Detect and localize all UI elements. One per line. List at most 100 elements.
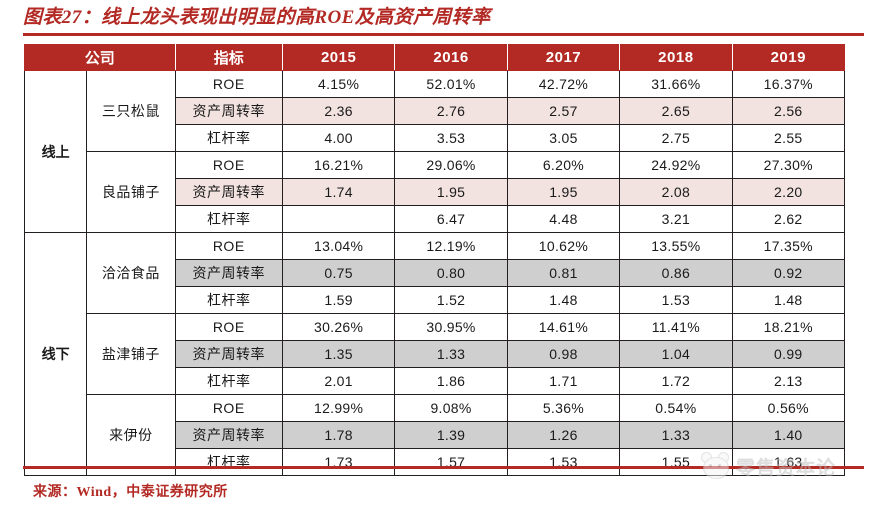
cell-value: 0.86 bbox=[619, 259, 733, 287]
cell-value: 1.86 bbox=[394, 367, 508, 395]
table-row: 资产周转率 1.35 1.33 0.98 1.04 0.99 bbox=[25, 340, 846, 368]
table-body: 线上 三只松鼠 ROE 4.15% 52.01% 42.72% 31.66% 16.37% 资产… bbox=[23, 70, 846, 476]
cell-value: 1.39 bbox=[394, 421, 508, 449]
cell-value: 9.08% bbox=[394, 394, 508, 422]
cell-value: 2.75 bbox=[619, 124, 733, 152]
financial-table-container: 公司 指标 2015 2016 2017 2018 2019 线上 三只松鼠 ROE… bbox=[23, 44, 846, 476]
cell-value: 30.26% bbox=[281, 313, 396, 341]
cell-value: 2.76 bbox=[394, 97, 508, 125]
page-title: 图表27：线上龙头表现出明显的高ROE及高资产周转率 bbox=[23, 7, 491, 28]
company-name: 良品铺子 bbox=[86, 151, 176, 233]
metric-label: ROE bbox=[174, 151, 283, 179]
financial-table: 公司 指标 2015 2016 2017 2018 2019 线上 三只松鼠 ROE… bbox=[23, 44, 846, 476]
cell-value: 1.35 bbox=[281, 340, 396, 368]
metric-label: ROE bbox=[174, 232, 283, 260]
cell-value: 13.04% bbox=[281, 232, 396, 260]
cell-value: 1.55 bbox=[619, 448, 733, 476]
cell-value: 4.48 bbox=[506, 205, 621, 233]
cell-value: 1.33 bbox=[619, 421, 733, 449]
cell-value: 2.13 bbox=[731, 367, 846, 395]
cell-value: 1.73 bbox=[281, 448, 396, 476]
cell-value: 1.71 bbox=[506, 367, 621, 395]
cell-value: 17.35% bbox=[731, 232, 846, 260]
metric-label: 资产周转率 bbox=[174, 97, 283, 125]
group-label-offline: 线下 bbox=[23, 232, 88, 476]
cell-value: 0.99 bbox=[731, 340, 846, 368]
cell-value: 6.47 bbox=[394, 205, 508, 233]
cell-value: 2.01 bbox=[281, 367, 396, 395]
cell-value: 30.95% bbox=[394, 313, 508, 341]
cell-value: 2.20 bbox=[731, 178, 846, 206]
table-row: 线下 洽洽食品 ROE 13.04% 12.19% 10.62% 13.55% 17.35% bbox=[23, 232, 846, 476]
cell-value: 1.95 bbox=[394, 178, 508, 206]
cell-value: 24.92% bbox=[619, 151, 733, 179]
table-row: 杠杆率 1.59 1.52 1.48 1.53 1.48 bbox=[25, 286, 846, 314]
table-row: 盐津铺子 ROE 30.26% 30.95% 14.61% 11.41% 18.21% bbox=[25, 313, 846, 395]
cell-value: 13.55% bbox=[619, 232, 733, 260]
metric-label: ROE bbox=[174, 394, 283, 422]
metric-label: ROE bbox=[174, 70, 283, 98]
cell-value: 11.41% bbox=[619, 313, 733, 341]
table-row: 资产周转率 1.74 1.95 1.95 2.08 2.20 bbox=[25, 178, 846, 206]
cell-value: 1.48 bbox=[506, 286, 621, 314]
cell-value: 1.04 bbox=[619, 340, 733, 368]
cell-value: 1.26 bbox=[506, 421, 621, 449]
cell-value: 29.06% bbox=[394, 151, 508, 179]
cell-value: 4.00 bbox=[281, 124, 396, 152]
group-label-online: 线上 bbox=[23, 70, 88, 233]
cell-value: 2.08 bbox=[619, 178, 733, 206]
cell-value: 12.19% bbox=[394, 232, 508, 260]
cell-value: 0.54% bbox=[619, 394, 733, 422]
cell-value: 3.53 bbox=[394, 124, 508, 152]
company-name: 洽洽食品 bbox=[86, 232, 176, 314]
company-name: 来伊份 bbox=[86, 394, 176, 476]
cell-value: 1.52 bbox=[394, 286, 508, 314]
cell-value: 1.48 bbox=[731, 286, 846, 314]
cell-value: 1.95 bbox=[506, 178, 621, 206]
cell-value: 52.01% bbox=[394, 70, 508, 98]
cell-value: 2.55 bbox=[731, 124, 846, 152]
metric-label: 杠杆率 bbox=[174, 448, 283, 476]
column-header-year-2015: 2015 bbox=[281, 44, 396, 71]
metric-label: 资产周转率 bbox=[174, 178, 283, 206]
table-row: 来伊份 ROE 12.99% 9.08% 5.36% 0.54% 0.56% bbox=[25, 394, 846, 476]
cell-value: 1.74 bbox=[281, 178, 396, 206]
metric-label: ROE bbox=[174, 313, 283, 341]
company-name: 三只松鼠 bbox=[86, 70, 176, 152]
table-row: 杠杆率 2.01 1.86 1.71 1.72 2.13 bbox=[25, 367, 846, 395]
cell-value: 16.21% bbox=[281, 151, 396, 179]
cell-value bbox=[281, 205, 396, 233]
cell-value: 10.62% bbox=[506, 232, 621, 260]
metric-label: 资产周转率 bbox=[174, 421, 283, 449]
table-row: 资产周转率 0.75 0.80 0.81 0.86 0.92 bbox=[25, 259, 846, 287]
cell-value: 0.98 bbox=[506, 340, 621, 368]
column-header-metric: 指标 bbox=[174, 44, 283, 71]
table-row: 资产周转率 2.36 2.76 2.57 2.65 2.56 bbox=[25, 97, 846, 125]
cell-value: 2.36 bbox=[281, 97, 396, 125]
cell-value: 1.53 bbox=[619, 286, 733, 314]
column-header-year-2019: 2019 bbox=[731, 44, 846, 71]
cell-value: 0.56% bbox=[731, 394, 846, 422]
cell-value: 14.61% bbox=[506, 313, 621, 341]
cell-value: 42.72% bbox=[506, 70, 621, 98]
metric-label: 杠杆率 bbox=[174, 286, 283, 314]
metric-label: 杠杆率 bbox=[174, 124, 283, 152]
metric-label: 杠杆率 bbox=[174, 367, 283, 395]
cell-value: 5.36% bbox=[506, 394, 621, 422]
cell-value: 1.53 bbox=[506, 448, 621, 476]
cell-value: 2.62 bbox=[731, 205, 846, 233]
table-header-row: 公司 指标 2015 2016 2017 2018 2019 bbox=[24, 44, 846, 71]
cell-value: 27.30% bbox=[731, 151, 846, 179]
cell-value: 2.57 bbox=[506, 97, 621, 125]
cell-value: 1.33 bbox=[394, 340, 508, 368]
cell-value: 31.66% bbox=[619, 70, 733, 98]
source-note: 来源：Wind，中泰证券研究所 bbox=[33, 485, 228, 500]
metric-label: 资产周转率 bbox=[174, 340, 283, 368]
table-header: 公司 指标 2015 2016 2017 2018 2019 bbox=[24, 44, 846, 71]
column-header-year-2017: 2017 bbox=[506, 44, 621, 71]
cell-value: 2.56 bbox=[731, 97, 846, 125]
table-row: 资产周转率 1.78 1.39 1.26 1.33 1.40 bbox=[25, 421, 846, 449]
table-row: 杠杆率 4.00 3.53 3.05 2.75 2.55 bbox=[25, 124, 846, 152]
column-header-year-2018: 2018 bbox=[619, 44, 733, 71]
table-row: 良品铺子 ROE 16.21% 29.06% 6.20% 24.92% 27.30% bbox=[25, 151, 846, 233]
